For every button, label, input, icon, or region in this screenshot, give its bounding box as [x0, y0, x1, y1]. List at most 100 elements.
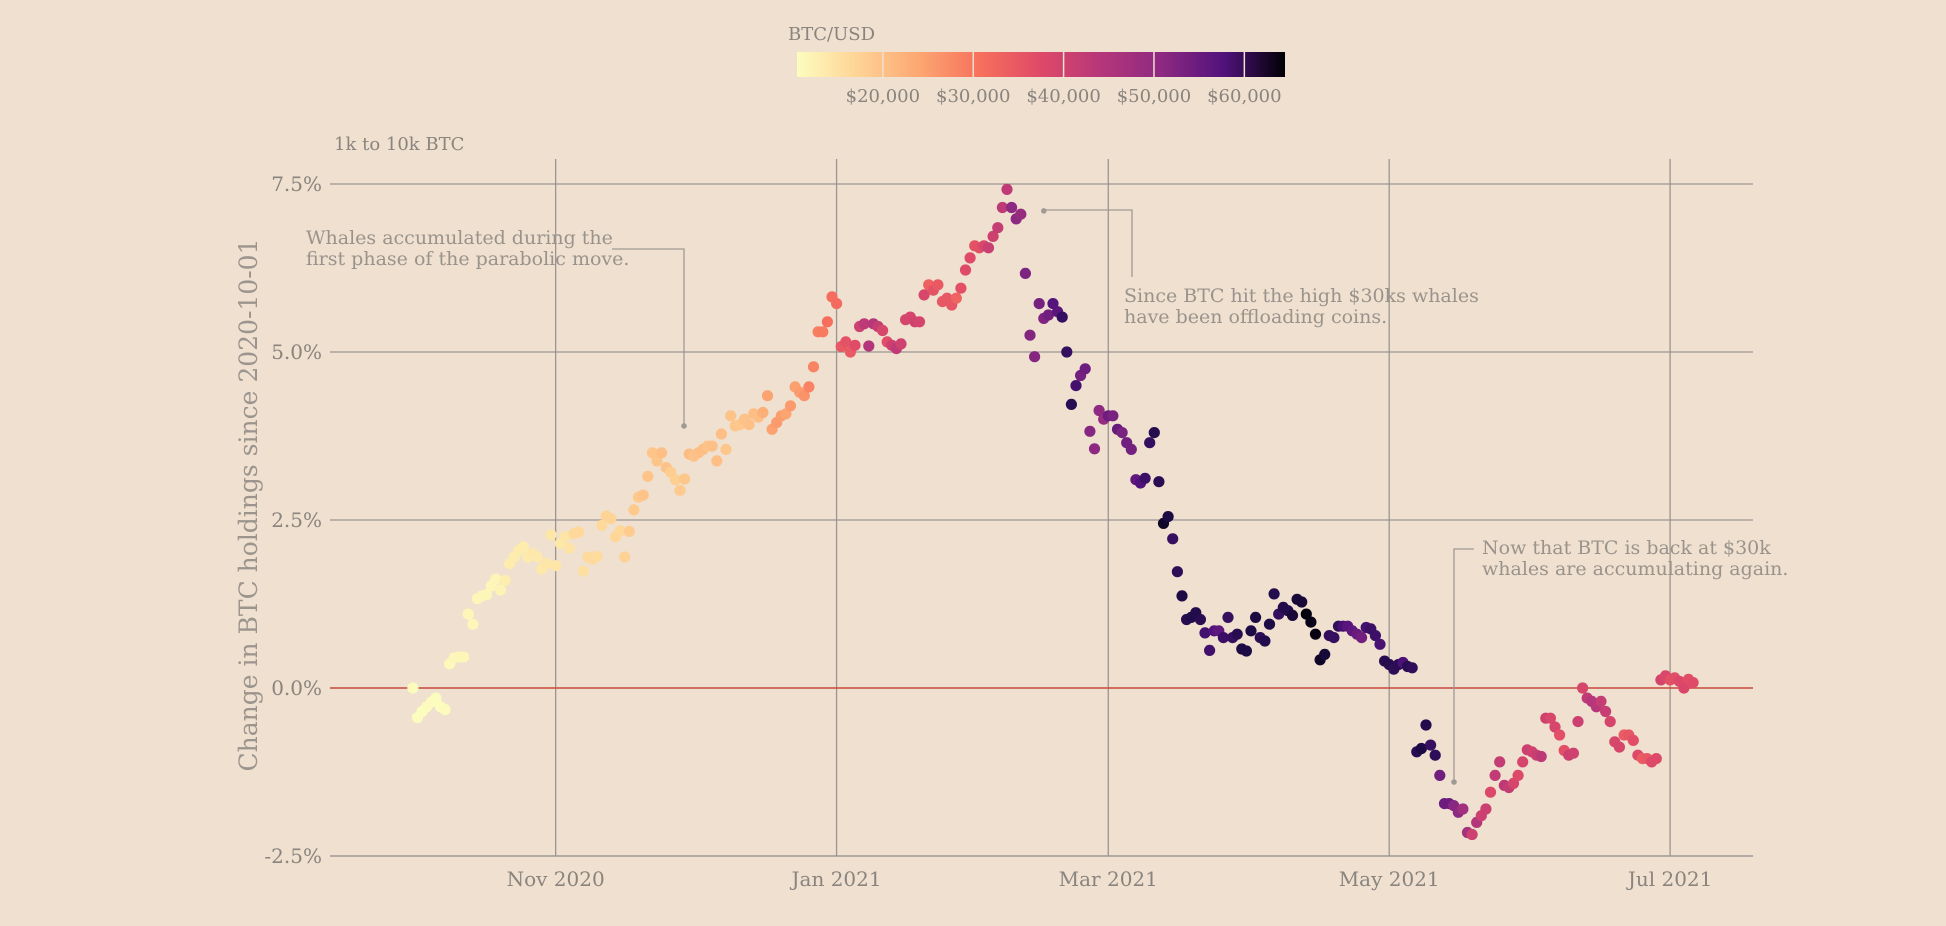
x-tick-label: Jan 2021: [790, 867, 882, 891]
data-point: [743, 419, 755, 431]
data-point: [1259, 635, 1271, 647]
data-point: [849, 339, 861, 351]
data-point: [1356, 632, 1368, 644]
data-point: [1434, 769, 1446, 782]
data-point: [1687, 677, 1699, 689]
data-point: [628, 504, 640, 516]
data-point: [1093, 404, 1105, 417]
data-point: [711, 455, 723, 467]
annotation-anchor: [681, 423, 687, 429]
data-point: [573, 526, 585, 538]
data-point: [1554, 729, 1566, 741]
data-point: [987, 230, 999, 242]
data-point: [1296, 596, 1308, 608]
data-point: [563, 542, 576, 554]
data-point: [1480, 803, 1492, 815]
data-point: [955, 282, 967, 294]
data-point: [1577, 682, 1589, 694]
data-point: [1199, 627, 1211, 639]
data-point: [1015, 208, 1027, 220]
data-point: [1678, 682, 1690, 694]
annotation-text: whales are accumulating again.: [1482, 558, 1788, 580]
data-point: [959, 264, 972, 276]
data-point: [490, 573, 502, 585]
y-tick-label: 5.0%: [271, 340, 322, 364]
data-point: [439, 703, 451, 716]
data-point: [540, 558, 553, 570]
x-tick-label: Mar 2021: [1059, 867, 1158, 891]
legend-title: BTC/USD: [788, 24, 875, 45]
legend-tick-label: $60,000: [1207, 86, 1281, 107]
data-point: [614, 525, 626, 537]
data-point: [1088, 443, 1101, 455]
y-axis-title: Change in BTC holdings since 2020-10-01: [234, 239, 263, 772]
data-point: [1217, 632, 1229, 644]
x-tick-label: Jul 2021: [1626, 867, 1713, 891]
data-point: [821, 316, 834, 328]
data-point: [1162, 510, 1174, 523]
data-point: [964, 252, 976, 264]
data-point: [637, 489, 649, 501]
data-point: [1250, 611, 1262, 624]
data-point: [1171, 566, 1183, 578]
data-point: [1328, 632, 1340, 644]
data-point: [494, 584, 506, 596]
data-point: [996, 201, 1009, 214]
data-point: [1001, 183, 1013, 195]
data-point: [706, 440, 718, 452]
data-point: [807, 361, 820, 373]
data-point: [1240, 645, 1252, 657]
data-point: [623, 525, 635, 538]
annotation-leader: [612, 248, 685, 426]
legend-tick-label: $30,000: [936, 86, 1010, 107]
data-point: [725, 410, 737, 422]
data-point: [757, 406, 769, 419]
data-point: [918, 289, 930, 301]
data-point: [619, 551, 631, 563]
data-point: [1512, 769, 1524, 782]
data-point: [798, 390, 810, 402]
data-point: [1595, 695, 1607, 708]
y-tick-label: 2.5%: [271, 508, 322, 532]
y-tick-label: 7.5%: [271, 172, 322, 196]
data-point: [1305, 616, 1317, 628]
data-point: [407, 682, 419, 694]
data-point: [1144, 437, 1156, 449]
data-point: [1019, 267, 1031, 279]
data-point: [545, 529, 557, 541]
data-point: [784, 400, 797, 412]
data-point: [1065, 398, 1077, 410]
color-scale-bar: [797, 52, 1285, 77]
data-point: [1572, 716, 1584, 728]
data-point: [499, 574, 511, 587]
data-point: [1107, 410, 1119, 422]
data-point: [761, 390, 774, 402]
data-point: [1245, 625, 1257, 637]
data-point: [831, 298, 843, 310]
data-point: [1024, 329, 1036, 341]
data-point: [1286, 609, 1299, 622]
data-point: [1600, 705, 1612, 718]
data-point: [1369, 630, 1381, 642]
annotation-text: have been offloading coins.: [1124, 306, 1387, 328]
data-point: [1613, 741, 1625, 753]
data-point: [605, 513, 617, 525]
data-point: [1056, 311, 1068, 323]
data-point: [1079, 363, 1091, 375]
data-point: [1153, 476, 1165, 488]
annotation-anchor: [1451, 779, 1457, 785]
data-point: [858, 318, 870, 330]
legend-tick-label: $40,000: [1026, 86, 1100, 107]
data-point: [467, 618, 479, 630]
data-point: [1084, 425, 1096, 437]
legend-tick-label: $50,000: [1117, 86, 1191, 107]
data-point: [1604, 716, 1616, 728]
annotation-text: Now that BTC is back at $30k: [1482, 537, 1771, 559]
data-point: [950, 292, 962, 304]
data-point: [1309, 628, 1322, 640]
data-point: [577, 565, 589, 577]
data-point: [1535, 750, 1547, 763]
data-point: [1484, 786, 1497, 798]
data-point: [1167, 533, 1179, 545]
